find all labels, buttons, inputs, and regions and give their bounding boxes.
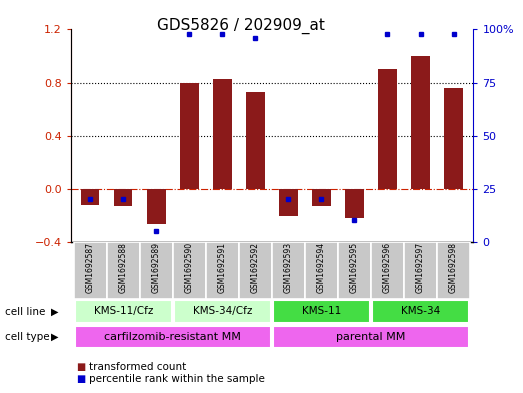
Text: ■: ■ bbox=[76, 362, 85, 373]
Bar bbox=[213, 79, 232, 189]
Bar bbox=[115, 189, 132, 206]
Bar bbox=[107, 242, 140, 299]
Text: GSM1692587: GSM1692587 bbox=[86, 242, 95, 293]
Text: transformed count: transformed count bbox=[89, 362, 186, 373]
Bar bbox=[180, 83, 199, 189]
Text: carfilzomib-resistant MM: carfilzomib-resistant MM bbox=[105, 332, 242, 342]
Text: GSM1692591: GSM1692591 bbox=[218, 242, 227, 293]
Bar bbox=[246, 92, 265, 189]
Bar bbox=[239, 242, 272, 299]
Bar bbox=[272, 325, 469, 349]
Bar bbox=[279, 189, 298, 217]
Text: GSM1692598: GSM1692598 bbox=[449, 242, 458, 293]
Text: GSM1692592: GSM1692592 bbox=[251, 242, 260, 293]
Text: cell line: cell line bbox=[5, 307, 46, 317]
Text: GSM1692594: GSM1692594 bbox=[317, 242, 326, 293]
Text: KMS-11/Cfz: KMS-11/Cfz bbox=[94, 307, 153, 316]
Bar bbox=[412, 56, 429, 189]
Bar bbox=[82, 189, 99, 204]
Text: GSM1692595: GSM1692595 bbox=[350, 242, 359, 293]
Text: GSM1692589: GSM1692589 bbox=[152, 242, 161, 293]
Text: GSM1692590: GSM1692590 bbox=[185, 242, 194, 293]
Bar bbox=[445, 88, 462, 189]
Text: percentile rank within the sample: percentile rank within the sample bbox=[89, 374, 265, 384]
Bar bbox=[147, 189, 165, 224]
Bar bbox=[372, 300, 469, 323]
Bar bbox=[404, 242, 437, 299]
Bar bbox=[173, 242, 206, 299]
Text: ▶: ▶ bbox=[51, 332, 59, 342]
Text: ▶: ▶ bbox=[51, 307, 59, 317]
Text: cell type: cell type bbox=[5, 332, 50, 342]
Text: GSM1692597: GSM1692597 bbox=[416, 242, 425, 293]
Text: GDS5826 / 202909_at: GDS5826 / 202909_at bbox=[157, 18, 324, 34]
Bar bbox=[305, 242, 338, 299]
Bar bbox=[174, 300, 271, 323]
Text: KMS-34/Cfz: KMS-34/Cfz bbox=[193, 307, 252, 316]
Text: GSM1692593: GSM1692593 bbox=[284, 242, 293, 293]
Bar bbox=[312, 189, 331, 206]
Text: GSM1692596: GSM1692596 bbox=[383, 242, 392, 293]
Text: KMS-34: KMS-34 bbox=[401, 307, 440, 316]
Bar bbox=[272, 242, 305, 299]
Bar bbox=[338, 242, 371, 299]
Text: parental MM: parental MM bbox=[336, 332, 406, 342]
Text: KMS-11: KMS-11 bbox=[302, 307, 341, 316]
Bar bbox=[437, 242, 470, 299]
Bar bbox=[74, 242, 107, 299]
Bar bbox=[272, 300, 370, 323]
Bar bbox=[345, 189, 363, 218]
Text: ■: ■ bbox=[76, 374, 85, 384]
Text: GSM1692588: GSM1692588 bbox=[119, 242, 128, 293]
Bar bbox=[379, 69, 396, 189]
Bar bbox=[140, 242, 173, 299]
Bar bbox=[75, 300, 172, 323]
Bar bbox=[371, 242, 404, 299]
Bar bbox=[206, 242, 239, 299]
Bar bbox=[75, 325, 271, 349]
